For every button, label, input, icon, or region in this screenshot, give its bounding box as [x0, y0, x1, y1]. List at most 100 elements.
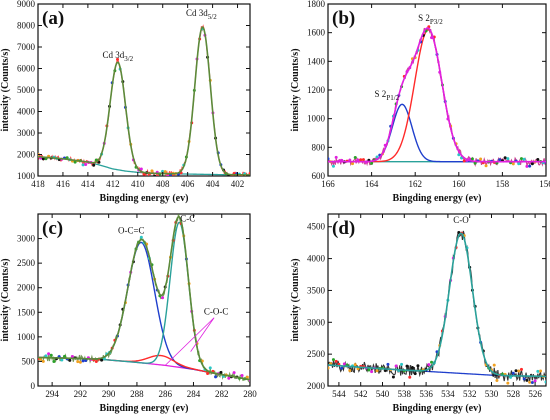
data-point — [522, 157, 526, 161]
peak-annotation: Cd 3d5/2 — [186, 8, 217, 21]
data-point — [47, 352, 51, 356]
y-tick-label: 3000 — [17, 234, 36, 244]
data-point — [361, 158, 365, 162]
data-point — [331, 164, 335, 168]
peak-annotation: O-C=C — [118, 226, 145, 236]
data-point — [391, 375, 395, 379]
y-tick-label: 1000 — [17, 171, 36, 181]
data-point — [462, 159, 466, 163]
y-axis-label: intensity (Counts/s) — [0, 48, 11, 131]
data-point — [506, 381, 510, 385]
data-point — [161, 296, 165, 300]
data-point — [153, 174, 157, 176]
peak-annotation: Cd 3d3/2 — [102, 50, 133, 63]
x-tick-label: 542 — [354, 389, 368, 399]
data-point — [60, 358, 64, 362]
data-point — [528, 164, 532, 168]
plot-frame — [327, 213, 547, 387]
data-point — [84, 359, 88, 363]
x-tick-label: 288 — [130, 389, 144, 399]
plot-area — [38, 214, 250, 383]
data-point — [94, 360, 98, 364]
data-point — [78, 360, 82, 364]
data-point — [517, 162, 521, 166]
x-tick-label: 406 — [181, 179, 195, 189]
y-tick-label: 2000 — [17, 150, 36, 160]
data-point — [367, 368, 371, 372]
data-point — [536, 157, 540, 161]
data-point — [52, 360, 56, 364]
x-tick-label: 404 — [206, 179, 220, 189]
fit-envelope — [38, 215, 250, 381]
data-point — [470, 157, 474, 161]
data-point — [498, 158, 502, 162]
component-peak-1 — [328, 103, 546, 163]
plot-frame — [327, 3, 547, 177]
data-point — [400, 362, 404, 366]
peak-annotation: C-O — [453, 215, 469, 225]
data-point — [519, 367, 523, 371]
data-point — [353, 156, 357, 159]
data-point — [81, 163, 85, 167]
y-tick-label: 6000 — [17, 64, 36, 74]
y-axis-label: intensity (Counts/s) — [0, 258, 11, 341]
data-point — [356, 367, 360, 371]
x-tick-label: 408 — [156, 179, 170, 189]
data-point — [348, 158, 352, 162]
panel-label: (d) — [332, 218, 355, 239]
data-point — [427, 363, 431, 367]
data-point — [514, 369, 518, 373]
data-point — [328, 157, 330, 161]
y-tick-label: 2000 — [17, 283, 36, 293]
data-point — [328, 366, 330, 370]
y-tick-label: 4500 — [307, 222, 326, 232]
data-point — [525, 164, 529, 168]
data-point — [544, 380, 546, 384]
data-point — [509, 375, 513, 379]
raw-data-line — [38, 214, 250, 383]
raw-data-line — [328, 230, 546, 383]
y-tick-label: 2500 — [17, 258, 36, 268]
x-tick-label: 526 — [528, 389, 542, 399]
x-tick-label: 164 — [365, 179, 379, 189]
x-tick-label: 158 — [496, 179, 510, 189]
data-point — [100, 358, 104, 362]
data-point — [528, 380, 532, 384]
panel-b: 166 164 162 160 158 156 600 800 1000 1200 1400 1600… — [290, 0, 550, 204]
data-point — [539, 369, 543, 373]
data-point — [245, 375, 249, 379]
plot-frame — [37, 3, 251, 177]
x-tick-label: 166 — [321, 179, 335, 189]
data-point — [116, 57, 119, 61]
x-tick-label: 536 — [419, 389, 433, 399]
data-point — [92, 163, 96, 167]
x-tick-label: 162 — [408, 179, 422, 189]
data-point — [214, 375, 218, 379]
data-point — [178, 214, 179, 215]
y-axis-label: intensity (Counts/s) — [290, 48, 301, 131]
panel-c: 294 292 290 288 286 284 282 280 0 500 1000 1500 2000… — [0, 213, 257, 414]
data-point — [525, 378, 529, 382]
x-tick-label: 156 — [539, 179, 550, 189]
data-point — [394, 364, 398, 368]
data-point — [139, 167, 143, 171]
x-tick-label: 538 — [398, 389, 412, 399]
data-point — [41, 359, 45, 363]
data-point — [410, 366, 414, 370]
x-tick-label: 532 — [463, 389, 477, 399]
data-point — [430, 360, 434, 364]
data-point — [65, 156, 69, 160]
plot-area — [328, 230, 546, 385]
y-tick-label: 1200 — [307, 85, 326, 95]
data-point — [206, 372, 210, 376]
data-point — [370, 161, 374, 165]
y-tick-label: 3000 — [17, 128, 36, 138]
x-axis-label: Bingding energy (ev) — [100, 403, 189, 414]
x-tick-label: 294 — [45, 389, 59, 399]
data-point — [484, 164, 488, 168]
y-tick-label: 3500 — [307, 285, 326, 295]
data-point — [49, 353, 53, 357]
data-point — [386, 362, 390, 366]
data-point — [408, 375, 412, 379]
data-point — [70, 355, 74, 359]
